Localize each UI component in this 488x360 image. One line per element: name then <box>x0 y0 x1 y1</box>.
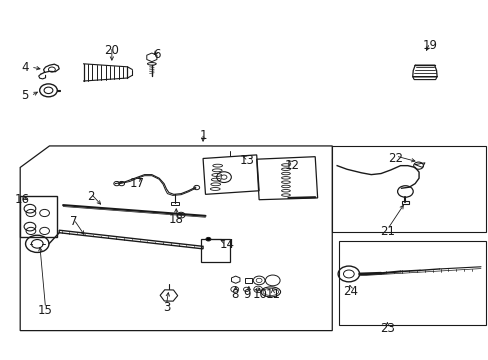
Text: 8: 8 <box>231 288 238 301</box>
Circle shape <box>205 237 210 241</box>
Text: 20: 20 <box>104 44 119 57</box>
Text: 24: 24 <box>343 285 358 298</box>
Text: 18: 18 <box>168 213 183 226</box>
Text: 7: 7 <box>70 215 78 228</box>
Text: 21: 21 <box>379 225 394 238</box>
Text: 16: 16 <box>15 193 30 206</box>
Text: 4: 4 <box>21 60 29 73</box>
Text: 15: 15 <box>38 305 53 318</box>
Text: 23: 23 <box>379 322 394 335</box>
Text: 6: 6 <box>153 48 160 61</box>
Text: 1: 1 <box>199 129 206 142</box>
Text: 22: 22 <box>387 152 402 165</box>
Text: 13: 13 <box>239 154 254 167</box>
Text: 10: 10 <box>253 288 267 301</box>
Ellipse shape <box>147 63 156 65</box>
Text: 17: 17 <box>129 177 144 190</box>
Text: 2: 2 <box>87 190 95 203</box>
Text: 12: 12 <box>284 159 299 172</box>
Text: 3: 3 <box>163 301 170 314</box>
Bar <box>245 278 252 283</box>
Text: 19: 19 <box>422 39 436 52</box>
Bar <box>331 146 485 232</box>
Bar <box>200 239 229 262</box>
Text: 11: 11 <box>264 288 280 301</box>
Bar <box>401 201 408 204</box>
Text: 14: 14 <box>220 238 234 251</box>
Text: 5: 5 <box>21 89 29 102</box>
Bar <box>171 202 179 205</box>
Text: 9: 9 <box>243 288 250 301</box>
